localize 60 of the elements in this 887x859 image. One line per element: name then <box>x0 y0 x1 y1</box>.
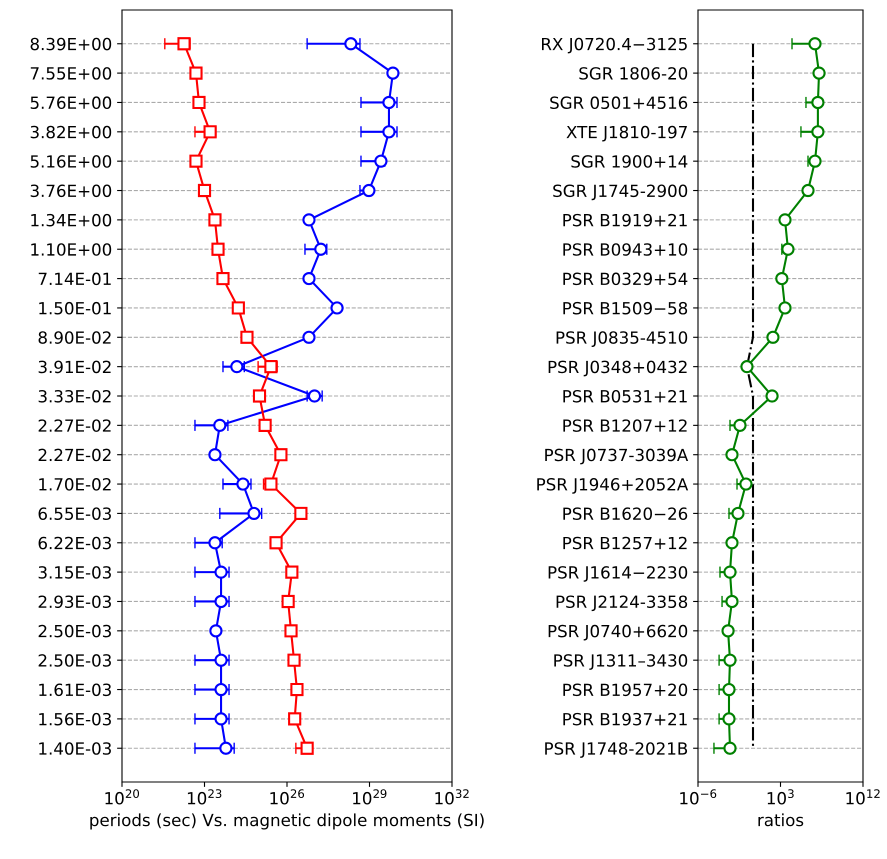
y-tick-label: SGR 0501+4516 <box>550 96 688 110</box>
x-tick-label: 10$^{−6}$ <box>680 789 716 804</box>
y-tick-label: XTE J1810-197 <box>566 126 687 142</box>
y-tick-label: PSR J1748-2021B <box>545 742 688 758</box>
y-tick-label: 3.15E-03 <box>38 566 111 579</box>
y-tick-label: 2.27E-02 <box>38 419 111 432</box>
y-tick-label: 8.90E-02 <box>38 331 111 344</box>
y-tick-label: 3.91E-02 <box>38 360 111 374</box>
y-tick-label: 3.82E+00 <box>30 126 112 138</box>
y-tick-label: PSR B1257+12 <box>563 536 687 550</box>
x-tick-label: 10$^{32}$ <box>435 789 469 804</box>
y-tick-label: 1.56E-03 <box>39 712 111 726</box>
y-tick-label: 8.39E+00 <box>30 38 112 50</box>
x-tick-label: 10$^{12}$ <box>846 789 880 804</box>
y-tick-label: PSR J1946+2052A <box>537 478 688 494</box>
y-tick-label: 1.70E-02 <box>39 478 111 491</box>
y-tick-label: RX J0720.4−3125 <box>542 38 687 54</box>
y-tick-label: PSR B1919+21 <box>563 214 687 226</box>
y-tick-label: 1.50E-01 <box>39 302 111 315</box>
x-tick-label: 10$^{3}$ <box>768 789 794 804</box>
x-axis-title: ratios <box>758 813 804 826</box>
y-tick-label: PSR B1620−26 <box>563 507 688 520</box>
x-tick-label: 10$^{26}$ <box>270 789 304 804</box>
y-tick-label: 7.55E+00 <box>30 67 112 80</box>
y-tick-label: 6.22E-03 <box>38 536 111 550</box>
y-tick-label: PSR B0329+54 <box>563 272 688 286</box>
y-tick-label: PSR B0531+21 <box>563 390 687 403</box>
y-tick-label: 1.10E+00 <box>31 243 112 256</box>
y-tick-label: SGR 1900+14 <box>571 155 688 168</box>
y-tick-label: 1.34E+00 <box>31 214 112 226</box>
x-tick-label: 10$^{20}$ <box>105 789 140 804</box>
y-tick-label: 2.27E-02 <box>38 448 111 462</box>
y-tick-label: 6.55E-03 <box>38 507 111 520</box>
y-tick-label: SGR J1745-2900 <box>553 184 688 200</box>
y-tick-label: 1.40E-03 <box>39 742 111 755</box>
y-tick-label: 2.50E-03 <box>38 624 111 638</box>
y-tick-label: PSR J2124-3358 <box>556 595 688 612</box>
y-tick-label: 5.76E+00 <box>30 96 112 110</box>
y-tick-label: PSR J0740+6620 <box>548 624 688 640</box>
y-tick-label: PSR J1614−2230 <box>548 566 688 582</box>
y-tick-label: 1.61E-03 <box>39 684 111 696</box>
x-tick-label: 10$^{23}$ <box>188 789 222 804</box>
y-tick-label: PSR B1937+21 <box>563 712 687 726</box>
y-tick-label: 5.16E+00 <box>30 155 112 168</box>
y-tick-label: 2.50E-03 <box>38 654 111 667</box>
y-tick-label: PSR J0348+0432 <box>548 360 687 376</box>
y-tick-label: 7.14E-01 <box>38 272 111 286</box>
x-axis-title: periods (sec) Vs. magnetic dipole moments (SI) <box>90 813 484 830</box>
y-tick-label: PSR B1957+20 <box>563 684 688 696</box>
y-tick-label: PSR J0835-4510 <box>556 331 688 347</box>
y-tick-label: SGR 1806-20 <box>579 67 688 80</box>
y-tick-label: 3.76E+00 <box>30 184 112 198</box>
y-tick-label: PSR B1207+12 <box>563 419 687 432</box>
y-tick-label: PSR J1311–3430 <box>554 654 688 670</box>
y-tick-label: PSR J0737-3039A <box>545 448 688 464</box>
y-tick-label: 3.33E-02 <box>38 390 111 403</box>
y-tick-label: PSR B1509−58 <box>563 302 688 315</box>
x-tick-label: 10$^{29}$ <box>353 789 386 804</box>
y-tick-label: PSR B0943+10 <box>563 243 688 256</box>
y-tick-label: 2.93E-03 <box>38 595 111 608</box>
